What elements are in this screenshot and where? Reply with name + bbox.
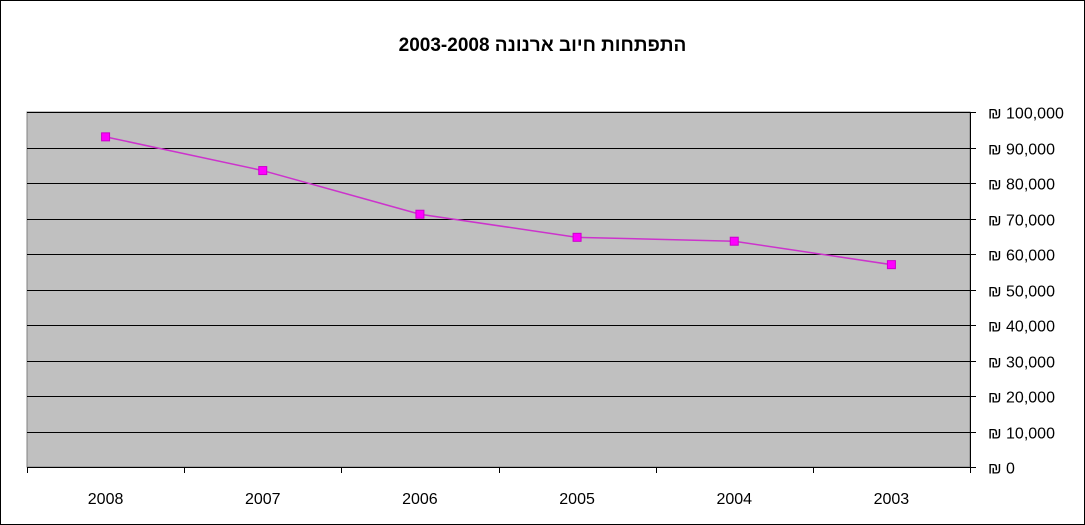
chart-title: התפתחות חיוב ארנונה 2003-2008 xyxy=(398,35,687,56)
gridlines xyxy=(27,112,970,433)
x-tick-label: 2007 xyxy=(245,491,281,508)
tick-labels: ₪ 0 ₪ 10,000 ₪ 20,000 ₪ 30,000 ₪ 40,000 ₪ 50,… xyxy=(88,106,1064,509)
y-tick-label: ₪ 50,000 xyxy=(988,284,1055,301)
data-point xyxy=(258,166,268,176)
data-point xyxy=(729,236,739,246)
data-point xyxy=(886,260,896,270)
x-tick-label: 2004 xyxy=(716,491,752,508)
y-tick-label: ₪ 60,000 xyxy=(988,248,1055,265)
y-tick-label: ₪ 40,000 xyxy=(988,319,1055,336)
plot-area xyxy=(26,111,971,468)
y-tick-label: ₪ 10,000 xyxy=(988,426,1055,443)
series-line xyxy=(105,136,892,266)
y-tick-label: ₪ 80,000 xyxy=(988,177,1055,194)
y-tick-label: ₪ 90,000 xyxy=(988,142,1055,159)
x-tick-label: 2006 xyxy=(402,491,438,508)
axes xyxy=(27,112,976,473)
y-tick-label: ₪ 70,000 xyxy=(988,213,1055,230)
x-tick-label: 2008 xyxy=(88,491,124,508)
data-point xyxy=(572,232,582,242)
data-point xyxy=(101,132,111,142)
x-tick-label: 2003 xyxy=(874,491,910,508)
y-tick-label: ₪ 100,000 xyxy=(988,106,1064,123)
data-point xyxy=(415,209,425,219)
series xyxy=(101,132,896,270)
y-tick-label: ₪ 0 xyxy=(988,461,1015,478)
x-tick-label: 2005 xyxy=(559,491,595,508)
y-tick-label: ₪ 20,000 xyxy=(988,390,1055,407)
y-tick-label: ₪ 30,000 xyxy=(988,355,1055,372)
